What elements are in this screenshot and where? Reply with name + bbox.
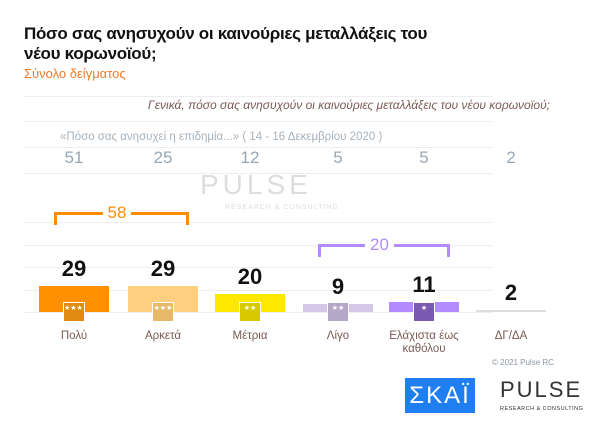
value-label: 29 [61, 255, 87, 281]
rating-stars-icon: ★★ [239, 302, 261, 322]
gridline [24, 96, 492, 97]
gridline [24, 222, 492, 223]
watermark-pulse: PULSE [200, 169, 312, 200]
previous-value: 25 [153, 148, 173, 167]
watermark-sub: RESEARCH & CONSULTING [225, 204, 339, 211]
rating-stars-icon: ★★ [327, 302, 349, 322]
value-label: 9 [331, 273, 345, 299]
pulse-logo-sub: RESEARCH & CONSULTING [500, 406, 584, 412]
gridline [24, 147, 492, 148]
category-label: Ελάχιστα έως καθόλου [389, 330, 459, 355]
previous-survey-label: «Πόσο σας ανησυχεί η επιδημία...» ( 14 -… [60, 131, 383, 143]
header: Πόσο σας ανησυχούν οι καινούριες μεταλλά… [24, 24, 444, 82]
category-label: Αρκετά [144, 330, 182, 342]
skai-logo: ΣΚΑΪ [405, 378, 475, 413]
category-label: Λίγο [326, 330, 350, 342]
copyright: © 2021 Pulse RC [492, 358, 554, 367]
gridline [24, 267, 492, 268]
group-total: 20 [365, 236, 394, 253]
pulse-logo: PULSE [500, 377, 583, 402]
question-text: Γενικά, πόσο σας ανησυχούν οι καινούριες… [147, 98, 550, 112]
gridline [24, 245, 492, 246]
value-label: 2 [504, 280, 518, 305]
page-title: Πόσο σας ανησυχούν οι καινούριες μεταλλά… [24, 24, 428, 63]
previous-value: 2 [506, 148, 516, 167]
previous-value: 5 [333, 148, 343, 167]
rating-stars-icon: ★★★★ [63, 302, 85, 322]
previous-value: 51 [64, 148, 84, 167]
rating-stars-icon: ★ [413, 302, 435, 322]
bar [476, 310, 546, 312]
value-label: 29 [150, 255, 176, 281]
gridline [24, 121, 492, 122]
rating-stars-icon: ★★★ [152, 302, 174, 322]
previous-value: 12 [240, 148, 260, 167]
gridline [24, 173, 492, 174]
category-label: Μέτρια [232, 330, 268, 342]
gridline [24, 290, 492, 291]
subtitle: Σύνολο δείγματος [24, 66, 126, 81]
value-label: 11 [412, 272, 436, 298]
value-label: 20 [237, 264, 263, 289]
previous-value: 5 [419, 148, 429, 167]
category-label: Πολύ [60, 330, 88, 342]
category-label: ΔΓ/ΔΑ [494, 330, 528, 342]
group-total: 58 [102, 204, 132, 221]
